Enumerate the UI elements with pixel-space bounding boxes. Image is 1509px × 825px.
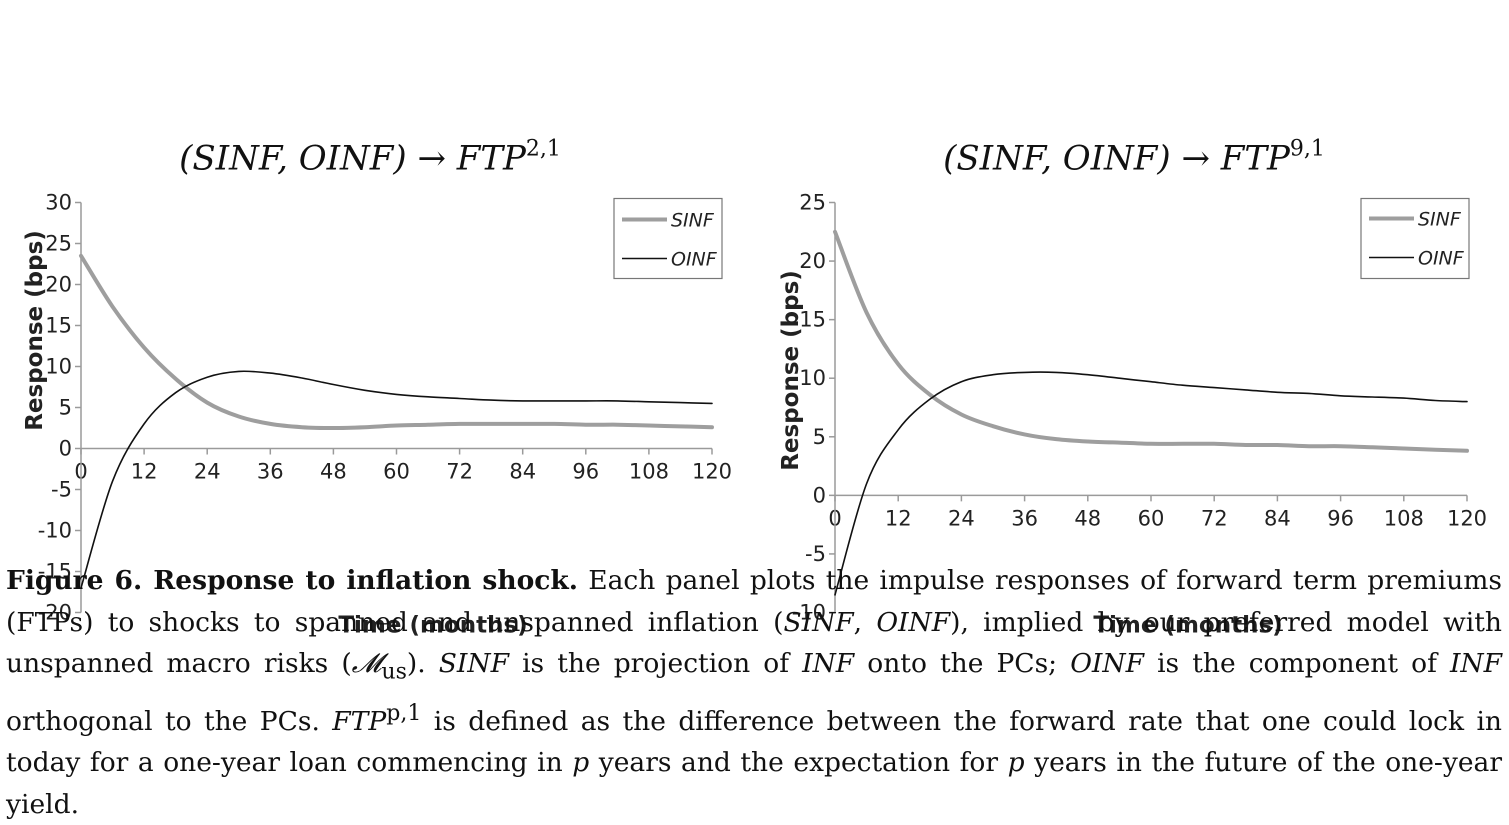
panel-left: (SINF, OINF) → FTP2,1 30 25 20 15 10 5 0 -5 -10 -… — [22, 137, 732, 639]
caption-text4: is the projection of — [508, 648, 803, 679]
y-tick-label: -20 — [38, 601, 72, 625]
x-tick-label: 12 — [131, 460, 158, 484]
caption-comma: , — [853, 606, 877, 638]
legend-label-oinf: OINF — [1418, 248, 1465, 270]
y-tick-label: 10 — [45, 355, 72, 379]
panel-right: (SINF, OINF) → FTP9,1 25 20 15 10 5 0 -5 -10 0 1… — [778, 137, 1487, 639]
x-tick-labels: 0 12 24 36 48 60 72 84 96 108 120 — [828, 495, 1487, 530]
x-tick-label: 96 — [572, 460, 599, 484]
legend-box — [1360, 197, 1470, 280]
caption-text3: ). — [406, 648, 439, 679]
x-tick-label: 108 — [629, 460, 669, 484]
x-tick-label: 36 — [1011, 506, 1038, 530]
y-tick-label: -10 — [792, 601, 826, 625]
x-tick-label: 72 — [1201, 506, 1228, 530]
caption-text2: ), implied by our preferred model with u… — [6, 606, 1502, 680]
x-tick-label: 36 — [257, 460, 284, 484]
y-tick-label: 10 — [799, 366, 826, 390]
caption-text5: onto the PCs; — [854, 648, 1071, 679]
x-tick-label: 48 — [1074, 506, 1101, 530]
y-tick-label: -5 — [51, 478, 72, 502]
x-tick-label: 60 — [1138, 506, 1165, 530]
caption-model-sub: us — [381, 659, 407, 685]
y-tick-labels: 25 20 15 10 5 0 -5 -10 — [792, 191, 835, 625]
x-axis-label: Time (months) — [1093, 613, 1282, 639]
legend: SINF OINF — [1360, 197, 1470, 280]
y-tick-label: 15 — [799, 308, 826, 332]
legend-label-oinf: OINF — [671, 249, 718, 271]
x-axis-label: Time (months) — [338, 613, 527, 639]
panel-title: (SINF, OINF) → FTP9,1 — [943, 137, 1325, 179]
y-tick-label: -5 — [805, 542, 826, 566]
caption-model: 𝓜 — [351, 648, 382, 679]
x-tick-label: 84 — [509, 460, 536, 484]
legend: SINF OINF — [613, 197, 723, 280]
y-tick-label: 0 — [59, 437, 72, 461]
caption-ftp-sup: p,1 — [386, 700, 422, 726]
x-tick-label: 48 — [320, 460, 347, 484]
caption-p2: p — [1007, 747, 1025, 779]
caption-p1: p — [572, 747, 590, 779]
caption-inf2: INF — [1449, 648, 1503, 679]
x-tick-labels: 0 12 24 36 48 60 72 84 96 108 120 — [74, 448, 732, 484]
caption-oinf: OINF — [876, 606, 951, 638]
x-tick-label: 120 — [1447, 506, 1487, 530]
x-tick-label: 24 — [194, 460, 221, 484]
panel-title: (SINF, OINF) → FTP2,1 — [179, 137, 561, 179]
y-tick-label: 20 — [799, 249, 826, 273]
caption-lead: Figure 6. Response to inflation shock. — [6, 565, 579, 596]
series-line-oinf — [834, 371, 1468, 596]
y-tick-label: 25 — [45, 232, 72, 256]
caption-oinf2: OINF — [1070, 648, 1144, 679]
caption-sinf: SINF — [783, 606, 854, 638]
caption-text8: is defined as the difference between the… — [6, 705, 1502, 779]
y-axis-label: Response (bps) — [778, 270, 804, 471]
series-line-oinf — [80, 370, 713, 589]
y-tick-label: 25 — [799, 191, 826, 215]
x-tick-label: 72 — [446, 460, 473, 484]
caption-ftp: FTP — [332, 705, 387, 737]
x-tick-label: 96 — [1327, 506, 1354, 530]
x-tick-label: 24 — [948, 506, 975, 530]
caption-text9: years and the expectation for — [589, 747, 1008, 779]
x-tick-label: 108 — [1384, 506, 1424, 530]
x-tick-label: 120 — [692, 460, 732, 484]
x-tick-label: 12 — [885, 506, 912, 530]
legend-box — [613, 197, 723, 280]
caption-text7: orthogonal to the PCs. — [6, 705, 333, 737]
figure-caption: Figure 6. Response to inflation shock. E… — [6, 560, 1502, 825]
series-group — [833, 229, 1469, 596]
y-axis-label: Response (bps) — [22, 230, 48, 431]
y-tick-label: 5 — [59, 396, 72, 420]
series-line-sinf — [79, 253, 714, 430]
y-tick-label: 15 — [45, 314, 72, 338]
caption-sinf2: SINF — [438, 648, 509, 679]
y-tick-labels: 30 25 20 15 10 5 0 -5 -10 -15 -20 — [38, 191, 81, 625]
y-tick-label: -15 — [38, 560, 72, 584]
caption-text6: is the component of — [1143, 648, 1450, 679]
y-tick-label: -10 — [38, 519, 72, 543]
caption-inf1: INF — [802, 648, 855, 679]
y-tick-label: 20 — [45, 273, 72, 297]
y-tick-label: 0 — [813, 483, 826, 507]
x-tick-label: 60 — [383, 460, 410, 484]
legend-label-sinf: SINF — [671, 210, 715, 232]
x-tick-label: 84 — [1264, 506, 1291, 530]
caption-text: Each panel plots the impulse responses o… — [6, 565, 1502, 638]
series-group — [79, 253, 714, 589]
legend-label-sinf: SINF — [1418, 209, 1462, 231]
y-tick-label: 30 — [45, 191, 72, 215]
y-tick-label: 5 — [813, 425, 826, 449]
